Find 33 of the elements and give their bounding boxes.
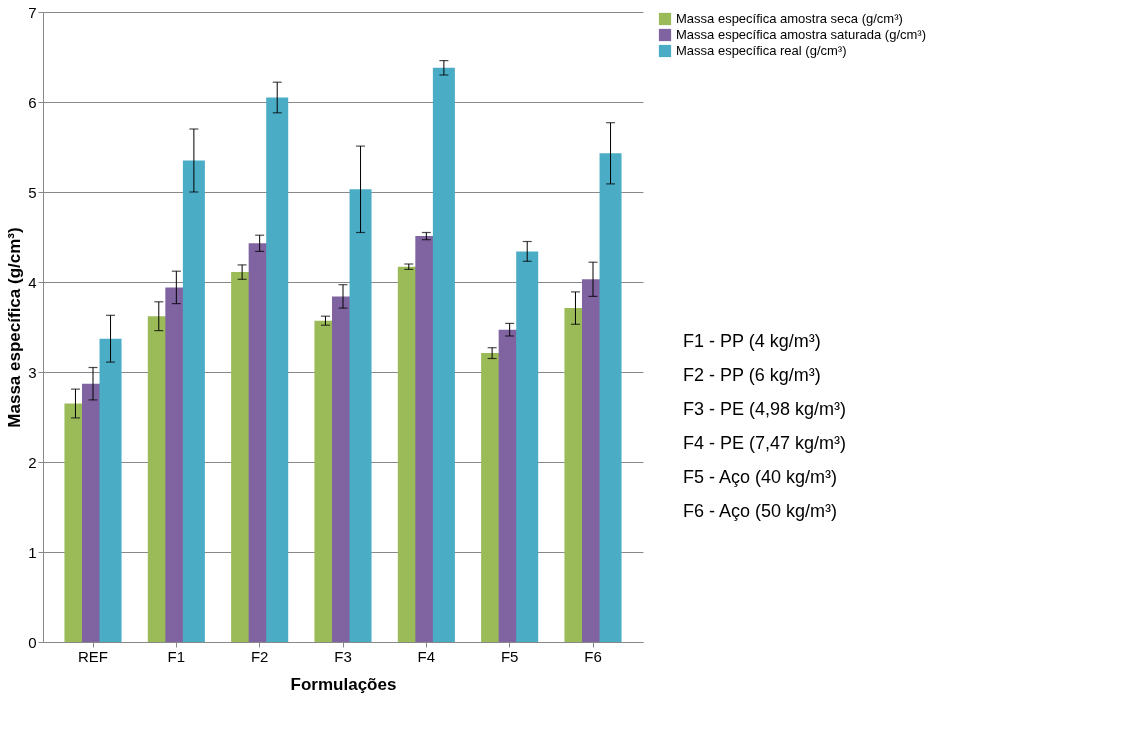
text: F6 - Aço (50 kg/m³) bbox=[683, 501, 838, 521]
text: F3 - PE (4,98 kg/m³) bbox=[683, 399, 847, 419]
x-tick-label: F1 bbox=[167, 647, 186, 665]
x-tick-label: F2 bbox=[250, 647, 269, 665]
legend-label: Massa específica amostra seca (g/cm³) bbox=[676, 11, 903, 26]
text: F1 - PP (4 kg/m³) bbox=[683, 331, 821, 351]
legend-label: Massa específica real (g/cm³) bbox=[676, 43, 847, 58]
y-tick-label: 0 bbox=[28, 633, 37, 651]
x-tick-label: REF bbox=[78, 647, 108, 665]
bar bbox=[432, 67, 455, 642]
bar bbox=[516, 251, 539, 642]
y-tick-label: 1 bbox=[28, 543, 37, 561]
x-tick-label: F5 bbox=[500, 647, 519, 665]
x-tick-label: F4 bbox=[417, 647, 436, 665]
bar bbox=[182, 160, 205, 642]
y-tick-label: 4 bbox=[28, 273, 37, 291]
legend-label: Massa específica amostra saturada (g/cm³) bbox=[676, 27, 926, 42]
x-axis-title: Formulações bbox=[290, 674, 397, 694]
text: F2 - PP (6 kg/m³) bbox=[683, 365, 821, 385]
x-tick-label: F6 bbox=[584, 647, 602, 665]
y-tick-label: 2 bbox=[28, 453, 37, 471]
bar bbox=[349, 189, 372, 642]
y-axis-title: Massa específica (g/cm³) bbox=[5, 227, 25, 428]
x-tick-label: F3 bbox=[334, 647, 352, 665]
text: F5 - Aço (40 kg/m³) bbox=[683, 467, 838, 487]
y-tick-label: 7 bbox=[28, 3, 37, 21]
y-tick-label: 6 bbox=[28, 93, 37, 111]
bar bbox=[99, 338, 122, 642]
y-tick-label: 5 bbox=[28, 183, 37, 201]
text: F4 - PE (7,47 kg/m³) bbox=[683, 433, 847, 453]
bar bbox=[599, 153, 622, 642]
y-tick-label: 3 bbox=[28, 363, 37, 381]
bar bbox=[266, 97, 289, 642]
